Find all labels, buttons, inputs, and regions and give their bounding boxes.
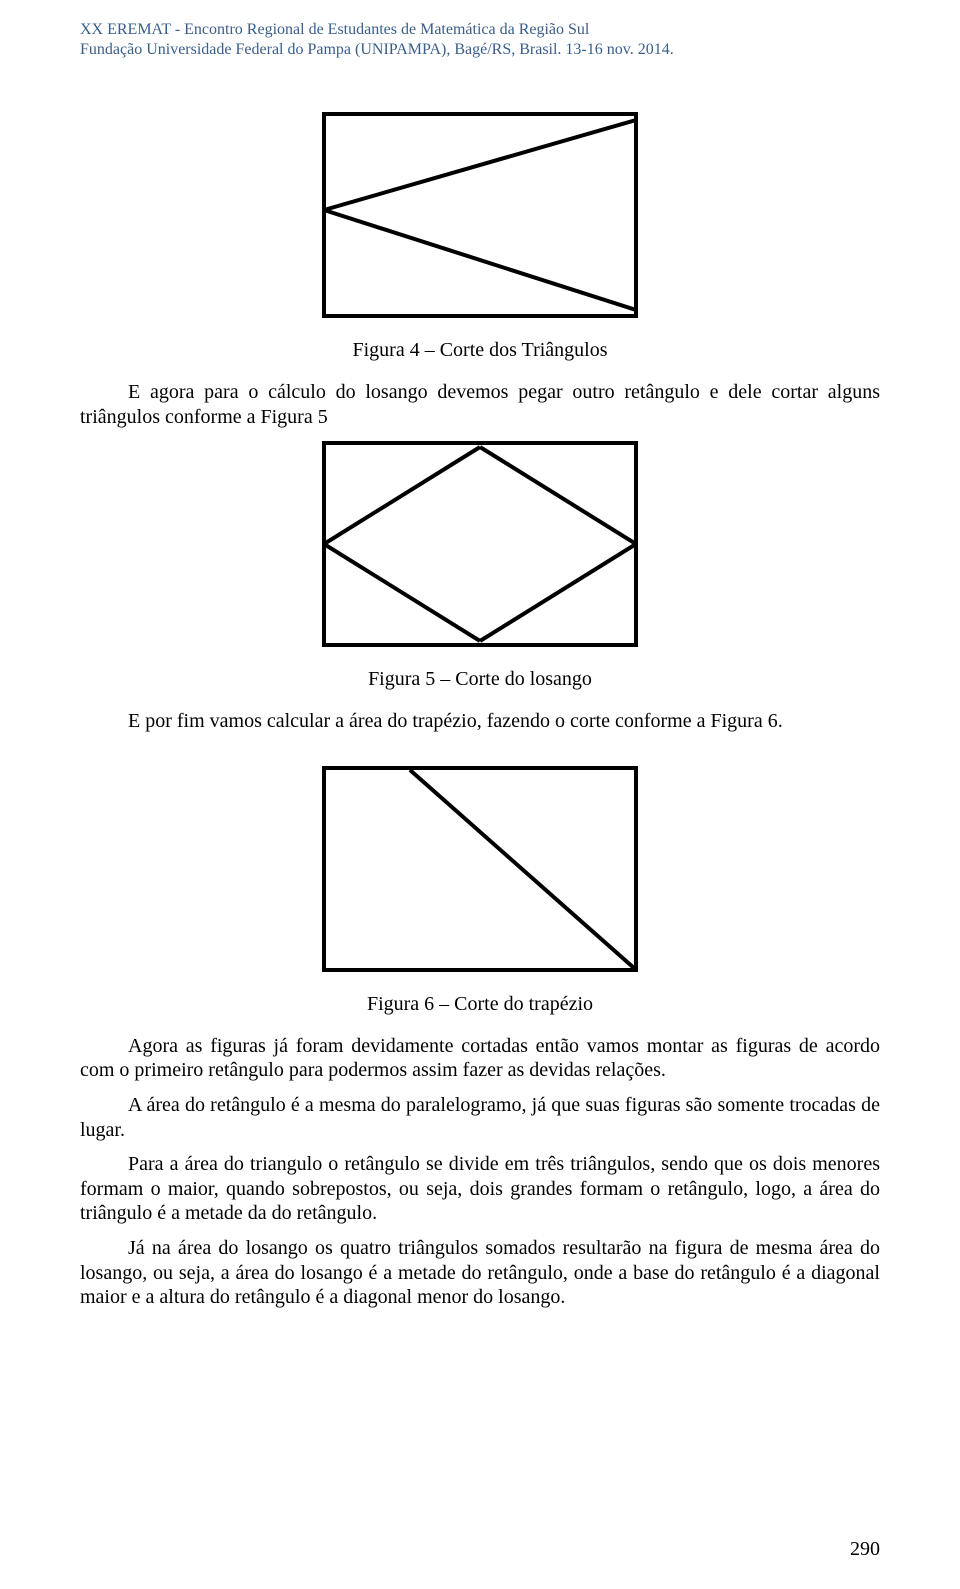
header-line-2: Fundação Universidade Federal do Pampa (… — [80, 40, 880, 60]
fig4-rect — [324, 114, 636, 316]
figure-4-caption: Figura 4 – Corte dos Triângulos — [80, 339, 880, 362]
fig6-rect — [324, 768, 636, 970]
figure-4-svg — [320, 110, 640, 320]
figure-6-caption: Figura 6 – Corte do trapézio — [80, 993, 880, 1016]
fig5-line-4 — [324, 544, 480, 641]
paragraph-after-fig5: E por fim vamos calcular a área do trapé… — [80, 709, 880, 734]
figure-5-svg — [320, 439, 640, 649]
fig5-line-3 — [480, 544, 636, 641]
page-container: XX EREMAT - Encontro Regional de Estudan… — [0, 0, 960, 1589]
figure-4 — [80, 110, 880, 325]
figure-6 — [80, 764, 880, 979]
fig5-line-1 — [324, 447, 480, 544]
fig4-line-1 — [324, 120, 636, 210]
figure-6-svg — [320, 764, 640, 974]
fig5-line-2 — [480, 447, 636, 544]
fig4-line-2 — [324, 210, 636, 310]
figure-5-caption: Figura 5 – Corte do losango — [80, 668, 880, 691]
paragraph-after-fig4: E agora para o cálculo do losango devemo… — [80, 380, 880, 429]
body-paragraph-1: Agora as figuras já foram devidamente co… — [80, 1034, 880, 1083]
body-paragraph-3: Para a área do triangulo o retângulo se … — [80, 1152, 880, 1226]
fig5-rect — [324, 443, 636, 645]
figure-5 — [80, 439, 880, 654]
page-number: 290 — [850, 1538, 880, 1561]
body-paragraph-2: A área do retângulo é a mesma do paralel… — [80, 1093, 880, 1142]
page-header: XX EREMAT - Encontro Regional de Estudan… — [80, 20, 880, 60]
header-line-1: XX EREMAT - Encontro Regional de Estudan… — [80, 20, 880, 40]
fig6-line-1 — [410, 770, 634, 968]
body-paragraph-4: Já na área do losango os quatro triângul… — [80, 1236, 880, 1310]
